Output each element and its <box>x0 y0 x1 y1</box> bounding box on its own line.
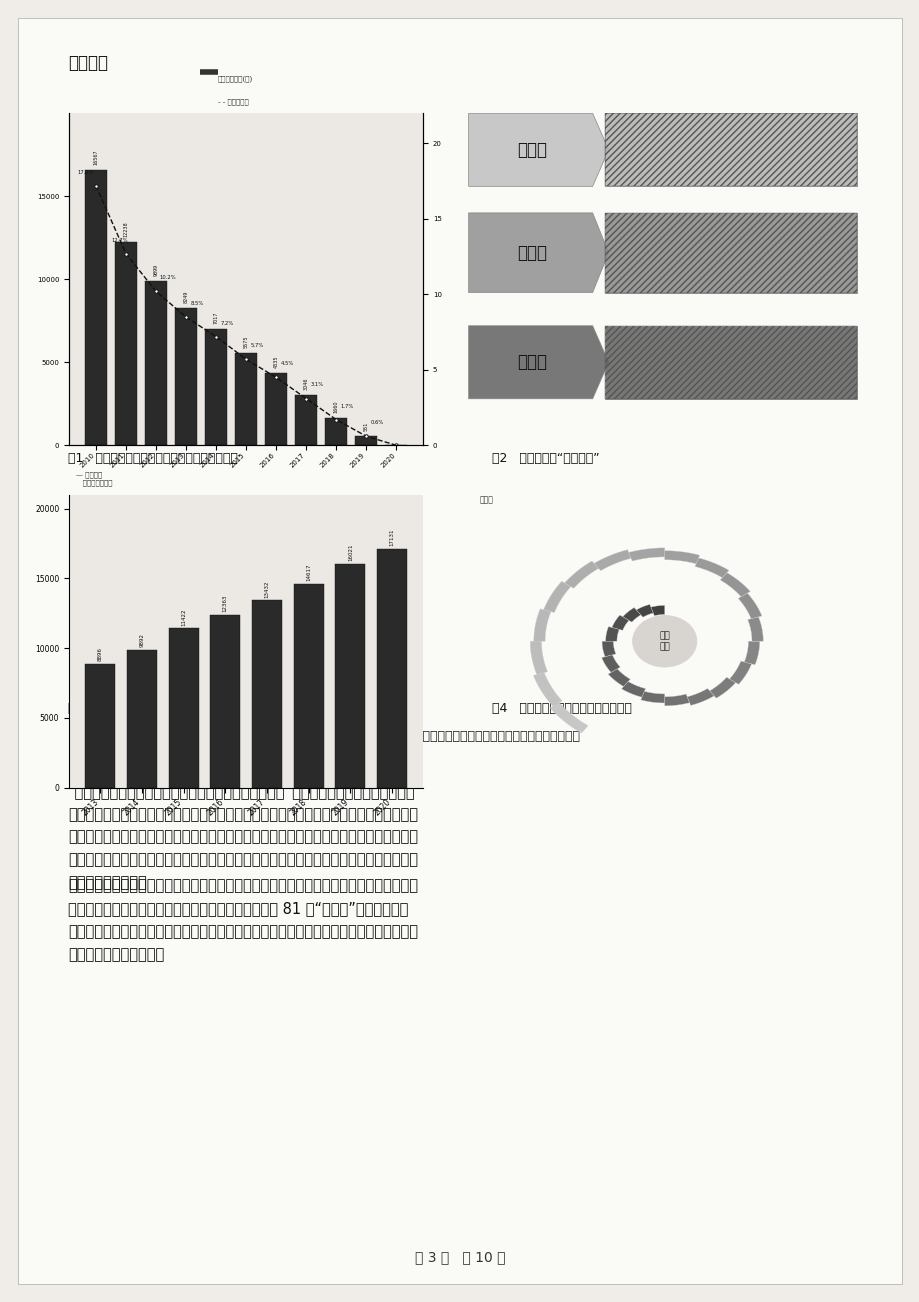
Polygon shape <box>622 608 641 622</box>
Polygon shape <box>737 594 761 618</box>
Bar <box>377 548 406 788</box>
Polygon shape <box>611 615 629 630</box>
Text: 7017: 7017 <box>213 311 219 324</box>
Bar <box>205 329 227 445</box>
Bar <box>115 242 137 445</box>
Bar <box>265 374 287 445</box>
Polygon shape <box>594 549 630 570</box>
Text: 3.1%: 3.1% <box>311 383 323 388</box>
Polygon shape <box>664 551 698 564</box>
Text: 两不愁: 两不愁 <box>517 243 547 262</box>
Polygon shape <box>621 681 645 697</box>
Bar <box>127 650 156 788</box>
Text: 4.5%: 4.5% <box>280 361 293 366</box>
Bar <box>293 583 323 788</box>
Text: 1.7%: 1.7% <box>340 404 354 409</box>
Text: 9892: 9892 <box>139 633 144 647</box>
Bar <box>295 395 317 445</box>
Text: 一超过: 一超过 <box>517 141 547 159</box>
Bar <box>85 171 107 445</box>
Polygon shape <box>533 673 562 706</box>
Text: — 农村居民
   人均可支配收入: — 农村居民 人均可支配收入 <box>76 471 112 486</box>
Text: 14617: 14617 <box>306 564 311 581</box>
Bar <box>168 629 199 788</box>
Polygon shape <box>468 326 608 398</box>
Polygon shape <box>636 604 652 617</box>
Text: “为什么我的眼里常含泪水，因为我对这土地爱得深沉。”艾青的诗句炝热而真诚地表达出
扶贫工作者的心声。前不久，扶贫题材电视剧《山海情》多次登上热搜，让网友感慨脱贫: “为什么我的眼里常含泪水，因为我对这土地爱得深沉。”艾青的诗句炝热而真诚地表达出… <box>68 784 417 891</box>
Circle shape <box>631 616 697 667</box>
Text: 9899: 9899 <box>153 264 158 276</box>
Text: 8249: 8249 <box>183 290 188 303</box>
Text: 5.7%: 5.7% <box>250 344 264 348</box>
Text: 图2   国家公布的“脱贫标准”: 图2 国家公布的“脱贫标准” <box>492 452 599 465</box>
Bar <box>175 309 197 445</box>
Polygon shape <box>747 617 763 642</box>
Text: 三保障: 三保障 <box>517 353 547 371</box>
Text: 4335: 4335 <box>273 355 278 368</box>
Text: 材料二：: 材料二： <box>68 53 108 72</box>
Polygon shape <box>686 689 713 706</box>
Polygon shape <box>468 212 608 293</box>
Bar <box>235 353 256 445</box>
Text: - - 贫困发生率: - - 贫困发生率 <box>218 99 248 105</box>
Text: 16021: 16021 <box>347 544 353 561</box>
Polygon shape <box>720 573 749 596</box>
Text: 11422: 11422 <box>181 608 186 625</box>
Text: 12363: 12363 <box>222 595 228 612</box>
Polygon shape <box>604 113 856 186</box>
Text: 17.2%: 17.2% <box>78 169 95 174</box>
Text: 8.5%: 8.5% <box>190 301 204 306</box>
Polygon shape <box>709 677 735 698</box>
Text: 12238: 12238 <box>123 221 129 237</box>
Text: 551: 551 <box>363 422 369 431</box>
Polygon shape <box>607 669 630 686</box>
Polygon shape <box>604 212 856 293</box>
Polygon shape <box>529 642 547 674</box>
Polygon shape <box>601 655 619 672</box>
Text: 10.2%: 10.2% <box>159 275 176 280</box>
Text: 7.2%: 7.2% <box>221 320 233 326</box>
Text: 图4   各省脱贫摘帽的国家级贫困县数量: 图4 各省脱贫摘帽的国家级贫困县数量 <box>492 702 631 715</box>
Polygon shape <box>601 642 615 656</box>
Text: 16567: 16567 <box>94 150 98 165</box>
Polygon shape <box>550 703 587 733</box>
Bar <box>335 564 365 788</box>
Text: 为夺取脱贫攻坚战的伟大胜利，各行各业同样汇聚起强大的力量：在高鐵四通八达、复兴号
奔驰在祖国广袊大地上的今天，铁路部门依然保留开行 81 对“慢火车”助力脱贫攻: 为夺取脱贫攻坚战的伟大胜利，各行各业同样汇聚起强大的力量：在高鐵四通八达、复兴号… <box>68 879 417 962</box>
Polygon shape <box>605 626 618 642</box>
Polygon shape <box>564 561 598 589</box>
Text: 12.7%: 12.7% <box>111 237 128 242</box>
Text: 8896: 8896 <box>97 647 103 661</box>
Polygon shape <box>650 605 664 616</box>
Bar <box>210 616 240 788</box>
Polygon shape <box>729 661 751 685</box>
Polygon shape <box>641 691 664 703</box>
Text: 材料三：: 材料三： <box>68 758 105 773</box>
Polygon shape <box>468 113 608 186</box>
Polygon shape <box>694 557 728 578</box>
Polygon shape <box>533 609 550 642</box>
Bar <box>355 436 377 445</box>
Text: 13432: 13432 <box>264 581 269 598</box>
Polygon shape <box>543 581 570 612</box>
Polygon shape <box>604 326 856 398</box>
Polygon shape <box>743 642 759 665</box>
Bar <box>85 664 115 788</box>
Text: 3046: 3046 <box>303 378 309 389</box>
Text: 图3   中国农村居民人均可支配收入: 图3 中国农村居民人均可支配收入 <box>68 702 193 715</box>
Text: 1660: 1660 <box>334 400 338 413</box>
Bar <box>145 281 166 445</box>
Bar <box>325 418 346 445</box>
Text: 图1   脱贫攻坚战以来中国农村贫困人口变化情况: 图1 脱贫攻坚战以来中国农村贫困人口变化情况 <box>68 452 238 465</box>
Text: （摘自国家统计局、国务院新闻办公室《人类减贫的中国实践》白皮书）: （摘自国家统计局、国务院新闻办公室《人类减贫的中国实践》白皮书） <box>340 730 579 743</box>
Polygon shape <box>628 548 664 561</box>
Text: 0.6%: 0.6% <box>370 421 383 426</box>
Text: 5575: 5575 <box>244 335 248 348</box>
Text: 每年贫困人口(万): 每年贫困人口(万) <box>218 76 253 82</box>
Text: 脱贫
摘帽: 脱贫 摘帽 <box>659 631 669 651</box>
Text: 17131: 17131 <box>389 529 394 546</box>
Bar <box>252 600 281 788</box>
Text: 中国：: 中国： <box>479 496 494 505</box>
Text: 第 3 页   共 10 页: 第 3 页 共 10 页 <box>414 1250 505 1264</box>
Polygon shape <box>664 694 689 706</box>
